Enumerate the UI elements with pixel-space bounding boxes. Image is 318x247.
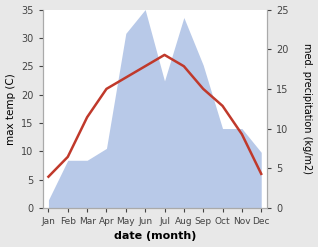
Y-axis label: max temp (C): max temp (C) bbox=[5, 73, 16, 144]
Y-axis label: med. precipitation (kg/m2): med. precipitation (kg/m2) bbox=[302, 43, 313, 174]
X-axis label: date (month): date (month) bbox=[114, 231, 196, 242]
